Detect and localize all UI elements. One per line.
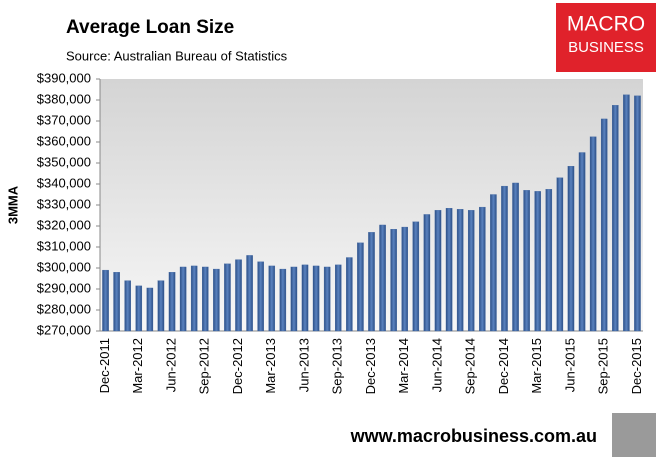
y-tick-label: $320,000 <box>37 217 91 232</box>
bar <box>379 224 386 332</box>
bar <box>412 221 420 332</box>
bar <box>445 207 453 332</box>
bar <box>612 105 619 332</box>
logo-text: MACRO <box>567 13 645 36</box>
x-tick-label: Mar-2014 <box>396 338 411 394</box>
y-tick-label: $290,000 <box>37 280 91 295</box>
y-tick-label: $330,000 <box>37 196 91 211</box>
bar <box>279 268 287 332</box>
logo-box <box>556 3 656 72</box>
bar <box>102 269 109 332</box>
y-tick-label: $390,000 <box>37 70 91 85</box>
chart-title: Average Loan Size <box>66 17 234 38</box>
bar <box>501 185 508 332</box>
y-tick-label: $350,000 <box>37 154 91 169</box>
bar <box>224 263 231 332</box>
bar <box>634 95 641 332</box>
bar <box>479 206 486 332</box>
bar <box>401 226 408 332</box>
bar <box>600 118 608 332</box>
x-tick-label: Sep-2012 <box>197 338 212 394</box>
bar <box>578 152 586 332</box>
bar <box>190 265 198 332</box>
x-tick-label: Mar-2013 <box>263 338 278 394</box>
y-tick-label: $270,000 <box>37 322 91 337</box>
bar <box>168 272 176 332</box>
bar <box>235 259 242 332</box>
x-tick-label: Sep-2013 <box>330 338 345 394</box>
bar <box>312 265 320 332</box>
bar <box>346 257 353 332</box>
y-tick-label: $370,000 <box>37 112 91 127</box>
x-tick-label: Sep-2014 <box>463 338 478 394</box>
x-tick-label: Dec-2012 <box>230 338 245 394</box>
bar <box>556 177 564 332</box>
bar <box>246 255 253 332</box>
x-tick-label: Jun-2014 <box>429 338 444 392</box>
bar <box>534 191 541 332</box>
x-tick-label: Mar-2012 <box>130 338 145 394</box>
y-tick-label: $300,000 <box>37 259 91 274</box>
x-tick-label: Dec-2013 <box>363 338 378 394</box>
bar <box>113 272 120 332</box>
bar <box>456 209 464 332</box>
x-tick-label: Sep-2015 <box>596 338 611 394</box>
bar <box>135 285 143 332</box>
bar <box>301 264 309 332</box>
x-tick-label: Jun-2013 <box>296 338 311 392</box>
y-tick-label: $340,000 <box>37 175 91 190</box>
bar <box>157 280 165 332</box>
x-tick-label: Jun-2012 <box>163 338 178 392</box>
bar <box>567 165 575 332</box>
bar <box>146 287 154 332</box>
y-tick-label: $380,000 <box>37 91 91 106</box>
bar <box>335 264 342 332</box>
bar <box>623 94 630 332</box>
y-tick-label: $360,000 <box>37 133 91 148</box>
bar <box>523 190 530 332</box>
y-tick-label: $280,000 <box>37 301 91 316</box>
bar <box>257 261 264 332</box>
bar <box>202 266 209 332</box>
bar <box>490 194 497 332</box>
y-tick-label: $310,000 <box>37 238 91 253</box>
logo-text: BUSINESS <box>568 39 644 56</box>
chart-subtitle: Source: Australian Bureau of Statistics <box>66 48 288 63</box>
footer-url: www.macrobusiness.com.au <box>350 426 597 446</box>
x-tick-label: Mar-2015 <box>529 338 544 394</box>
bar <box>368 232 375 332</box>
bar <box>290 266 298 332</box>
y-axis-label: 3MMA <box>5 185 20 224</box>
bar <box>423 214 431 332</box>
bar <box>357 242 364 332</box>
bar <box>179 266 187 332</box>
bar <box>268 265 276 332</box>
x-tick-label: Dec-2011 <box>97 338 112 393</box>
bar <box>467 210 475 332</box>
x-tick-label: Dec-2015 <box>629 338 644 394</box>
bar <box>512 182 519 332</box>
bar <box>323 266 331 332</box>
bar <box>390 228 397 332</box>
bar <box>213 268 220 332</box>
bar <box>124 280 131 332</box>
x-tick-label: Jun-2015 <box>562 338 577 392</box>
logo-icon <box>612 413 656 457</box>
x-tick-label: Dec-2014 <box>496 338 511 394</box>
bar <box>434 210 442 332</box>
bar <box>545 189 553 332</box>
bar <box>589 136 597 332</box>
